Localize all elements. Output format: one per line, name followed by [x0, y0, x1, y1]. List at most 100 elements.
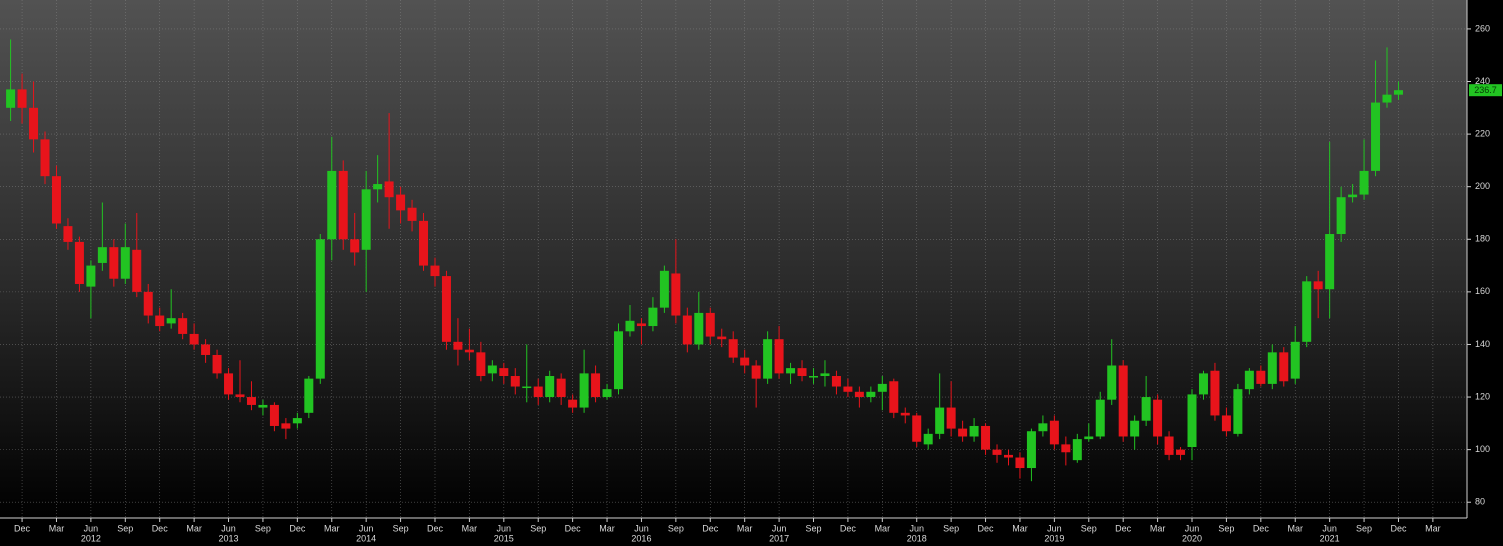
candle-body — [1279, 352, 1289, 382]
candle-body — [533, 386, 543, 398]
candle-body — [1336, 197, 1346, 235]
year-label: 2012 — [81, 533, 101, 543]
candle-body — [304, 378, 314, 413]
candle-body — [602, 389, 612, 398]
x-tick-label: Sep — [530, 523, 546, 533]
x-tick-label: Dec — [152, 523, 169, 533]
candle-body — [499, 368, 509, 377]
candle-body — [1359, 170, 1369, 195]
candle-body — [373, 184, 383, 190]
candle-body — [614, 331, 624, 390]
candle-body — [1256, 370, 1266, 384]
candle-body — [1198, 373, 1208, 395]
candle-body — [63, 226, 73, 242]
y-tick-label: 140 — [1475, 339, 1490, 349]
x-tick-label: Mar — [1425, 523, 1441, 533]
y-tick-label: 160 — [1475, 286, 1490, 296]
candle-body — [1325, 234, 1335, 290]
candle-body — [935, 407, 945, 434]
candle-body — [1038, 423, 1048, 432]
year-label: 2018 — [907, 533, 927, 543]
x-tick-label: Mar — [599, 523, 615, 533]
candle-body — [361, 189, 371, 250]
candle-body — [786, 368, 796, 374]
x-tick-label: Jun — [221, 523, 236, 533]
year-label: 2019 — [1044, 533, 1064, 543]
x-tick-label: Jun — [359, 523, 374, 533]
x-tick-label: Dec — [289, 523, 306, 533]
x-tick-label: Mar — [1012, 523, 1028, 533]
candle-body — [327, 170, 337, 240]
candle-body — [17, 89, 27, 108]
candle-body — [1382, 94, 1392, 103]
candle-body — [1187, 394, 1197, 448]
x-tick-label: Sep — [1081, 523, 1097, 533]
candle-body — [350, 239, 360, 253]
year-label: 2014 — [356, 533, 376, 543]
x-tick-label: Mar — [186, 523, 202, 533]
candle-body — [591, 373, 601, 398]
candle-body — [889, 381, 899, 413]
candle-body — [1049, 420, 1059, 445]
y-tick-label: 120 — [1475, 391, 1490, 401]
candle-body — [981, 425, 991, 450]
x-tick-label: Mar — [1150, 523, 1166, 533]
candle-body — [1371, 102, 1381, 171]
candle-body — [212, 354, 222, 374]
candle-body — [384, 181, 394, 198]
x-tick-label: Mar — [1287, 523, 1303, 533]
last-price-label: 236.7 — [1474, 85, 1497, 95]
candle-body — [1015, 457, 1025, 469]
plot-background — [0, 0, 1467, 518]
x-tick-label: Jun — [1047, 523, 1062, 533]
x-tick-label: Sep — [393, 523, 409, 533]
candle-body — [441, 276, 451, 342]
year-label: 2016 — [631, 533, 651, 543]
candle-body — [189, 333, 199, 345]
candle-body — [281, 423, 291, 429]
candle-body — [132, 249, 142, 292]
candle-body — [545, 376, 555, 398]
x-tick-label: Sep — [805, 523, 821, 533]
x-tick-label: Dec — [840, 523, 857, 533]
candle-body — [923, 433, 933, 445]
candle-body — [556, 378, 566, 398]
x-tick-label: Jun — [634, 523, 649, 533]
x-tick-label: Sep — [1218, 523, 1234, 533]
last-price-box — [1469, 84, 1502, 97]
candle-body — [671, 273, 681, 316]
candle-body — [487, 365, 497, 374]
candle-body — [120, 247, 130, 279]
candle-body — [6, 89, 16, 108]
candle-body — [1176, 449, 1186, 455]
candle-body — [1267, 352, 1277, 384]
candle-body — [705, 312, 715, 337]
candle-body — [831, 376, 841, 387]
candle-body — [407, 207, 417, 221]
x-tick-label: Jun — [497, 523, 512, 533]
candle-body — [258, 404, 268, 408]
candle-body — [143, 291, 153, 316]
x-tick-label: Jun — [84, 523, 99, 533]
x-tick-label: Dec — [1115, 523, 1132, 533]
x-tick-label: Mar — [49, 523, 65, 533]
y-tick-label: 180 — [1475, 234, 1490, 244]
y-tick-label: 200 — [1475, 181, 1490, 191]
x-tick-label: Sep — [1356, 523, 1372, 533]
candle-body — [1164, 436, 1174, 455]
y-tick-label: 220 — [1475, 128, 1490, 138]
candle-body — [866, 391, 876, 398]
candle-body — [29, 107, 39, 140]
candle-body — [74, 241, 84, 284]
candle-body — [430, 265, 440, 277]
candle-body — [568, 399, 578, 408]
candle-body — [969, 425, 979, 437]
x-tick-label: Dec — [1390, 523, 1407, 533]
candle-body — [40, 139, 50, 177]
candle-body — [1003, 454, 1013, 458]
candle-body — [1118, 365, 1128, 437]
candle-body — [946, 407, 956, 429]
x-tick-label: Sep — [255, 523, 271, 533]
candle-body — [97, 247, 107, 263]
x-tick-label: Jun — [909, 523, 924, 533]
